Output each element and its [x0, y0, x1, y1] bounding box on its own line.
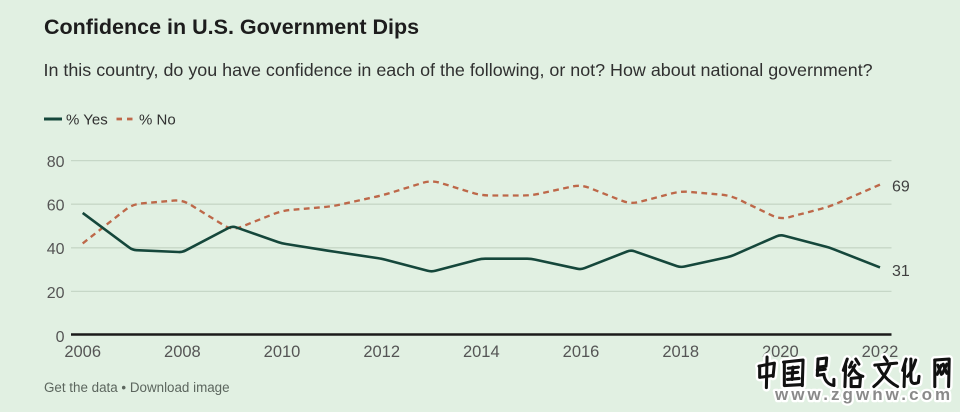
svg-text:2014: 2014	[463, 343, 500, 361]
svg-text:69: 69	[892, 179, 910, 196]
svg-text:60: 60	[47, 198, 65, 215]
svg-text:40: 40	[47, 241, 65, 258]
svg-text:In this country, do you have c: In this country, do you have confidence …	[44, 60, 873, 80]
svg-text:20: 20	[47, 285, 65, 302]
svg-text:% Yes: % Yes	[66, 112, 108, 129]
svg-text:Get the data • Download image: Get the data • Download image	[44, 380, 230, 395]
svg-text:2006: 2006	[64, 343, 101, 361]
svg-text:2010: 2010	[264, 343, 301, 361]
svg-text:2008: 2008	[164, 343, 201, 361]
svg-text:2018: 2018	[662, 343, 699, 361]
svg-text:2016: 2016	[563, 343, 600, 361]
svg-text:2022: 2022	[862, 343, 899, 361]
svg-text:2012: 2012	[363, 343, 400, 361]
svg-text:2020: 2020	[762, 343, 799, 361]
svg-text:Confidence in U.S. Government: Confidence in U.S. Government Dips	[44, 15, 419, 39]
svg-text:80: 80	[47, 154, 65, 171]
svg-text:31: 31	[892, 263, 910, 280]
svg-text:% No: % No	[139, 112, 176, 129]
svg-text:0: 0	[56, 329, 65, 346]
